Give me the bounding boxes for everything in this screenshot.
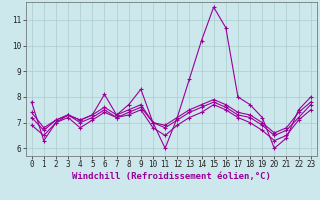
X-axis label: Windchill (Refroidissement éolien,°C): Windchill (Refroidissement éolien,°C) (72, 172, 271, 181)
